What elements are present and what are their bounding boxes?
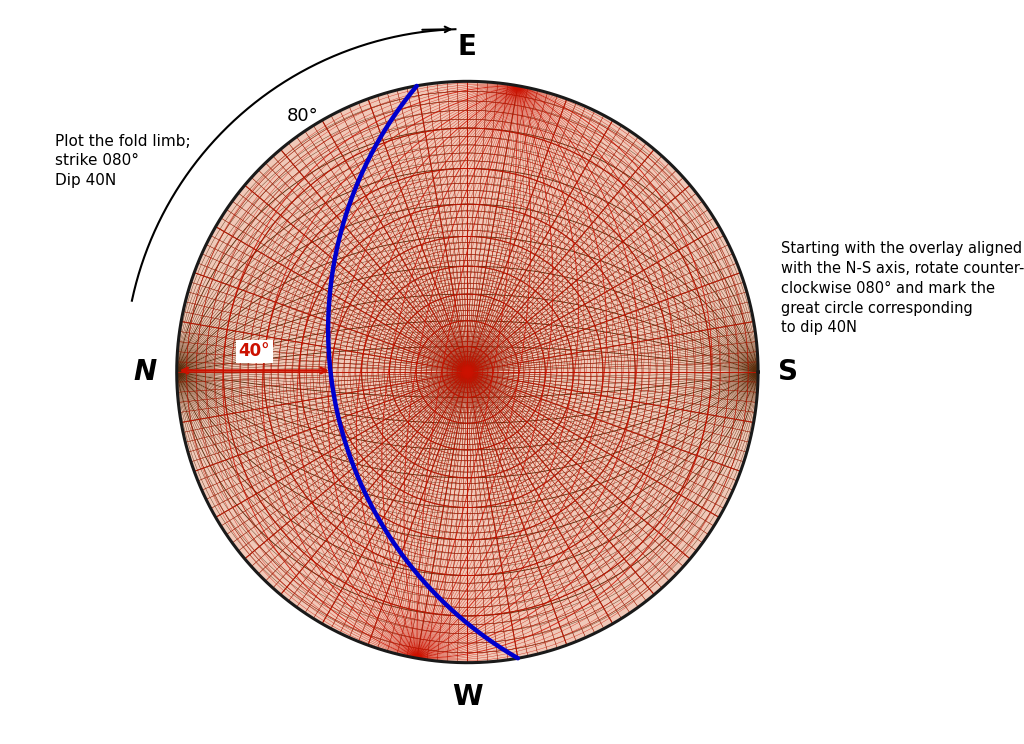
Text: S: S: [778, 358, 799, 386]
Text: Plot the fold limb;
strike 080°
Dip 40N: Plot the fold limb; strike 080° Dip 40N: [54, 134, 190, 188]
Text: 80°: 80°: [287, 107, 318, 125]
Text: W: W: [452, 683, 482, 711]
Text: N: N: [133, 358, 157, 386]
Text: Starting with the overlay aligned
with the N-S axis, rotate counter-
clockwise 0: Starting with the overlay aligned with t…: [781, 241, 1024, 336]
Polygon shape: [177, 81, 758, 663]
Text: E: E: [458, 33, 477, 61]
Text: 40°: 40°: [239, 342, 270, 360]
